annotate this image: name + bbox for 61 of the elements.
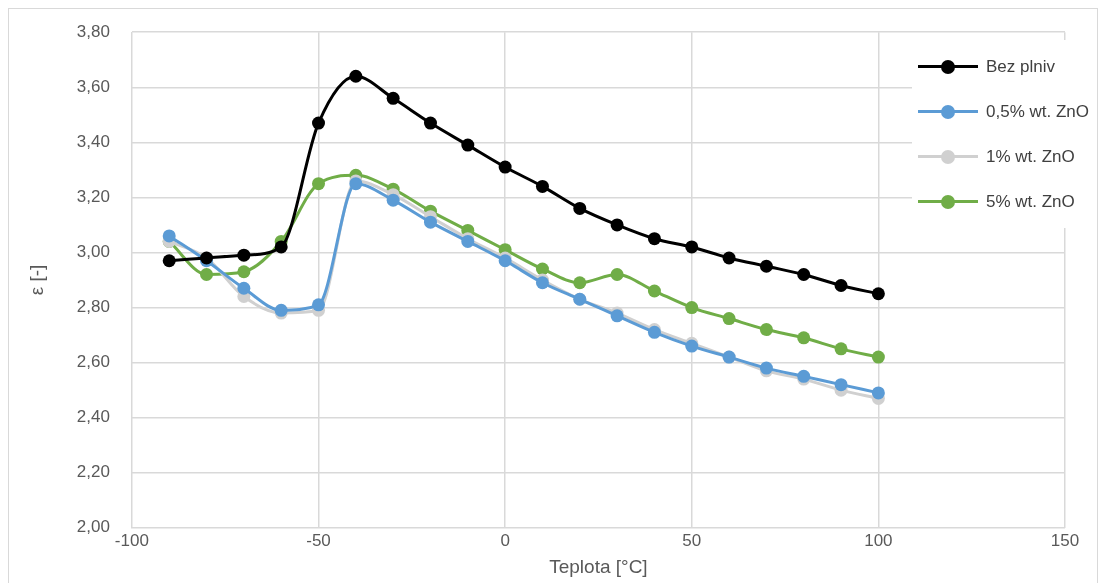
legend-label: Bez plniv bbox=[986, 56, 1055, 77]
point bbox=[759, 259, 773, 273]
y-tick-label: 2,40 bbox=[76, 407, 110, 427]
point bbox=[871, 350, 885, 364]
legend-label: 5% wt. ZnO bbox=[986, 191, 1075, 212]
point bbox=[647, 284, 661, 298]
x-tick-label: 0 bbox=[500, 530, 510, 550]
y-tick-label: 2,00 bbox=[76, 517, 110, 537]
point bbox=[759, 323, 773, 337]
point bbox=[237, 265, 251, 279]
point bbox=[461, 138, 475, 152]
y-tick-label: 3,00 bbox=[76, 242, 110, 262]
point bbox=[722, 312, 736, 326]
y-tick-label: 3,20 bbox=[76, 187, 110, 207]
x-tick-label: -100 bbox=[114, 530, 149, 550]
x-tick-label: -50 bbox=[306, 530, 331, 550]
y-tick-label: 2,80 bbox=[76, 297, 110, 317]
point bbox=[834, 279, 848, 293]
point bbox=[237, 281, 251, 295]
point bbox=[834, 378, 848, 392]
x-tick-label: 50 bbox=[682, 530, 702, 550]
point bbox=[423, 116, 437, 130]
y-tick-label: 3,60 bbox=[76, 76, 110, 96]
point bbox=[423, 215, 437, 229]
point bbox=[274, 240, 288, 254]
point bbox=[535, 179, 549, 193]
x-tick-label: 100 bbox=[864, 530, 893, 550]
x-tick-label: 150 bbox=[1050, 530, 1080, 550]
point bbox=[312, 177, 326, 191]
point bbox=[573, 201, 587, 215]
point bbox=[647, 232, 661, 246]
point bbox=[162, 229, 176, 243]
y-tick-label: 3,80 bbox=[76, 21, 110, 41]
point bbox=[610, 267, 624, 281]
x-axis-title: Teplota [°C] bbox=[549, 555, 648, 577]
y-tick-label: 2,20 bbox=[76, 462, 110, 482]
point bbox=[498, 160, 512, 174]
point bbox=[685, 301, 699, 315]
point bbox=[610, 218, 624, 232]
point bbox=[797, 267, 811, 281]
point bbox=[871, 287, 885, 301]
legend-label: 0,5% wt. ZnO bbox=[986, 101, 1089, 122]
point bbox=[312, 298, 326, 312]
point bbox=[722, 251, 736, 265]
point bbox=[312, 116, 326, 130]
point bbox=[200, 267, 214, 281]
point bbox=[573, 276, 587, 290]
point bbox=[535, 262, 549, 276]
point bbox=[386, 91, 400, 105]
point bbox=[871, 386, 885, 400]
y-tick-label: 3,40 bbox=[76, 132, 110, 152]
y-axis-title: ε [-] bbox=[25, 264, 47, 296]
point bbox=[834, 342, 848, 356]
point bbox=[162, 254, 176, 268]
point bbox=[797, 331, 811, 345]
point bbox=[349, 69, 363, 83]
legend-label: 1% wt. ZnO bbox=[986, 146, 1075, 167]
point bbox=[685, 240, 699, 254]
point bbox=[237, 248, 251, 262]
y-tick-label: 2,60 bbox=[76, 352, 110, 372]
point bbox=[386, 193, 400, 207]
